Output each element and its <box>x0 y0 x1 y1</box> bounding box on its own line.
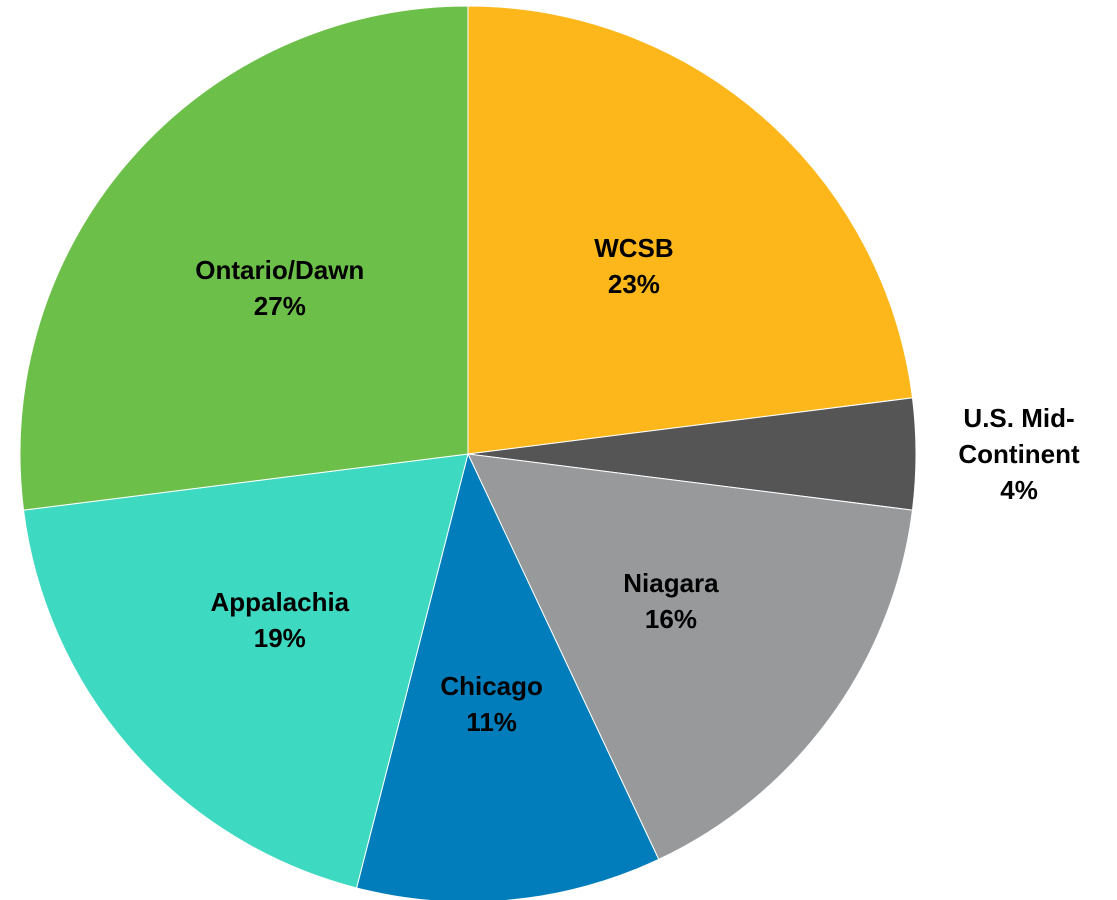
slice-label: WCSB 23% <box>594 230 673 302</box>
pie-slice <box>355 452 660 900</box>
slice-label: Appalachia 19% <box>210 584 349 656</box>
category-name: WCSB <box>594 232 674 263</box>
slice-label: Ontario/Dawn 27% <box>195 252 364 324</box>
percent-label: 4% <box>1000 475 1038 505</box>
slice-label: Chicago 11% <box>440 668 543 740</box>
category-name: Niagara <box>623 568 719 599</box>
percent-label: 11% <box>466 706 517 737</box>
percent-label: 27% <box>253 291 306 322</box>
category-name: U.S. Mid-Continent <box>958 403 1080 469</box>
category-name: Chicago <box>440 670 543 701</box>
percent-label: 23% <box>607 268 660 299</box>
percent-label: 16% <box>644 604 697 635</box>
slice-label: Niagara 16% <box>623 565 718 637</box>
percent-label: 19% <box>253 622 306 653</box>
pie-slice <box>467 453 914 861</box>
pie-slice <box>22 453 469 889</box>
slice-label: U.S. Mid-Continent 4% <box>934 400 1104 508</box>
category-name: Appalachia <box>210 586 350 617</box>
category-name: Ontario/Dawn <box>195 255 365 286</box>
pie-slice <box>19 5 469 511</box>
pie-slice <box>467 5 914 455</box>
